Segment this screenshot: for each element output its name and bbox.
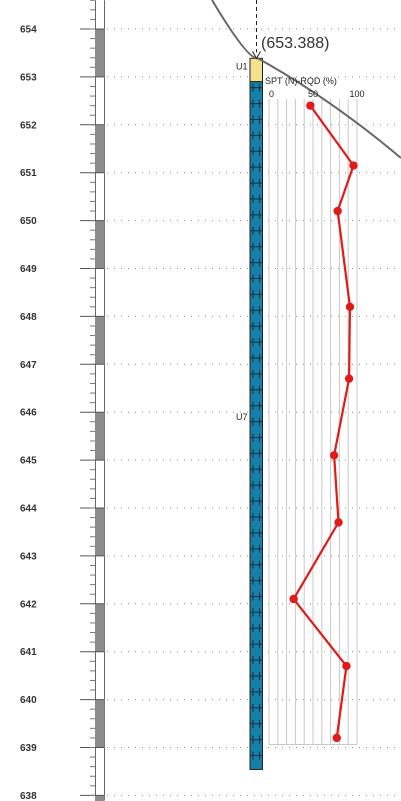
- elevation-tick-label: 639: [20, 743, 37, 754]
- scale-block: [95, 412, 105, 461]
- scale-block: [95, 316, 105, 365]
- elevation-tick-label: 641: [20, 647, 37, 658]
- x-tick-label: 100: [349, 89, 364, 99]
- data-point: [306, 101, 315, 110]
- scale-block: [95, 795, 105, 801]
- collar-marker-arrow: [252, 51, 261, 60]
- data-point: [329, 451, 339, 460]
- elevation-tick-label: 638: [20, 791, 37, 801]
- data-point: [333, 206, 342, 216]
- elevation-tick-label: 647: [20, 360, 37, 371]
- spt-rqd-series: [289, 101, 358, 743]
- scale-block: [95, 603, 105, 652]
- ground-surface-curve: [211, 0, 401, 159]
- elevation-tick-label: 640: [20, 695, 37, 706]
- ground-surface-line: [211, 0, 401, 159]
- data-point: [289, 594, 298, 604]
- data-point: [332, 733, 341, 743]
- elevation-tick-label: 649: [20, 264, 37, 275]
- x-tick-label: 0: [269, 89, 274, 99]
- elevation-tick-label: 653: [20, 72, 37, 83]
- elevation-tick-label: 642: [20, 599, 37, 610]
- elevation-tick-label: 651: [20, 168, 37, 179]
- data-point: [342, 661, 351, 671]
- data-point: [349, 161, 358, 170]
- scale-block: [95, 29, 105, 77]
- elevation-tick-label: 645: [20, 456, 37, 467]
- scale-block: [95, 220, 105, 269]
- spt-rqd-plot-area: [268, 99, 358, 745]
- scale-block: [95, 508, 105, 556]
- elevation-tick-label: 643: [20, 551, 37, 562]
- elevation-tick-label: 646: [20, 408, 37, 419]
- elevation-tick-label: 644: [20, 504, 37, 515]
- x-tick-label: 50: [308, 89, 318, 99]
- series-line: [292, 104, 355, 739]
- chart-text: (653.388) SPT (N)-RQD (%) 0 50 100 U1 U7: [236, 35, 365, 422]
- unit-label: U1: [236, 61, 248, 71]
- collar-elevation-label: (653.388): [261, 35, 330, 52]
- elevation-scale: [80, 0, 105, 801]
- data-point: [345, 302, 355, 312]
- borehole-column: [249, 57, 263, 770]
- elevation-tick-label: 648: [20, 312, 37, 323]
- elevation-tick-label: 652: [20, 120, 37, 131]
- scale-block: [95, 699, 105, 748]
- unit-label: U7: [236, 412, 248, 422]
- unit-interval: [249, 57, 263, 83]
- elevation-tick-label: 654: [20, 25, 37, 36]
- scale-block: [95, 124, 105, 173]
- data-point: [344, 374, 354, 383]
- elevation-tick-label: 650: [20, 216, 37, 227]
- unit-interval: [249, 81, 263, 770]
- x-axis-label: SPT (N)-RQD (%): [265, 76, 337, 86]
- elevation-labels: 654 653 652 651 650 649 648 647 646 645 644 643 642 6…: [20, 25, 37, 801]
- data-point: [334, 518, 343, 527]
